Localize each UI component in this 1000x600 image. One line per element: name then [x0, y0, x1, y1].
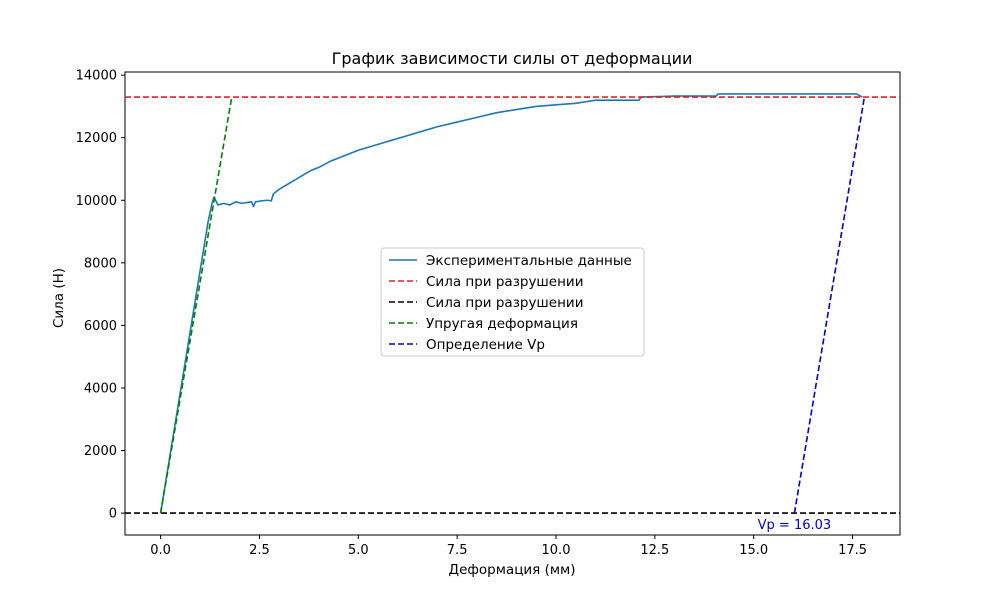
x-axis: 0.0 2.5 5.0 7.5 10.0 12.5 15.0 17.5: [150, 535, 867, 558]
legend-box: [380, 247, 645, 357]
x-axis-title: Деформация (мм): [449, 562, 576, 578]
axes-frame: [124, 71, 901, 536]
legend-label: Определение Vp: [426, 337, 545, 353]
legend-label: Упругая деформация: [426, 316, 578, 332]
legend-label: Сила при разрушении: [426, 274, 583, 290]
x-tick-label: 10.0: [542, 543, 571, 558]
annotation-layer: Vp = 16.03: [758, 518, 832, 533]
chart-title: График зависимости силы от деформации: [332, 49, 693, 68]
x-tick-label: 5.0: [348, 543, 369, 558]
series-line-0: [159, 93, 863, 514]
y-tick-label: 10000: [76, 194, 117, 209]
legend-label: Экспериментальные данные: [426, 253, 632, 269]
x-tick-label: 12.5: [640, 543, 669, 558]
y-tick-label: 2000: [84, 444, 117, 459]
plot-area: [124, 71, 901, 536]
y-tick-label: 0: [109, 507, 117, 522]
y-tick-label: 14000: [76, 69, 117, 84]
legend-label: Сила при разрушении: [426, 295, 583, 311]
y-tick-label: 12000: [76, 131, 117, 146]
x-tick-label: 17.5: [838, 543, 867, 558]
series-line-3: [159, 96, 233, 514]
y-tick-label: 6000: [84, 319, 117, 334]
x-tick-label: 0.0: [150, 543, 171, 558]
x-tick-label: 2.5: [249, 543, 270, 558]
legend: Экспериментальные данные Сила при разруше…: [380, 247, 645, 357]
series-line-4: [793, 96, 866, 514]
x-tick-label: 7.5: [447, 543, 468, 558]
y-tick-label: 8000: [84, 256, 117, 271]
y-axis: 0 2000 4000 6000 8000 10000 12000 14000: [76, 69, 125, 522]
vp-annotation: Vp = 16.03: [758, 518, 832, 533]
y-axis-title: Сила (Н): [51, 268, 67, 328]
y-tick-label: 4000: [84, 381, 117, 396]
series-layer: [125, 93, 900, 514]
x-tick-label: 15.0: [739, 543, 768, 558]
